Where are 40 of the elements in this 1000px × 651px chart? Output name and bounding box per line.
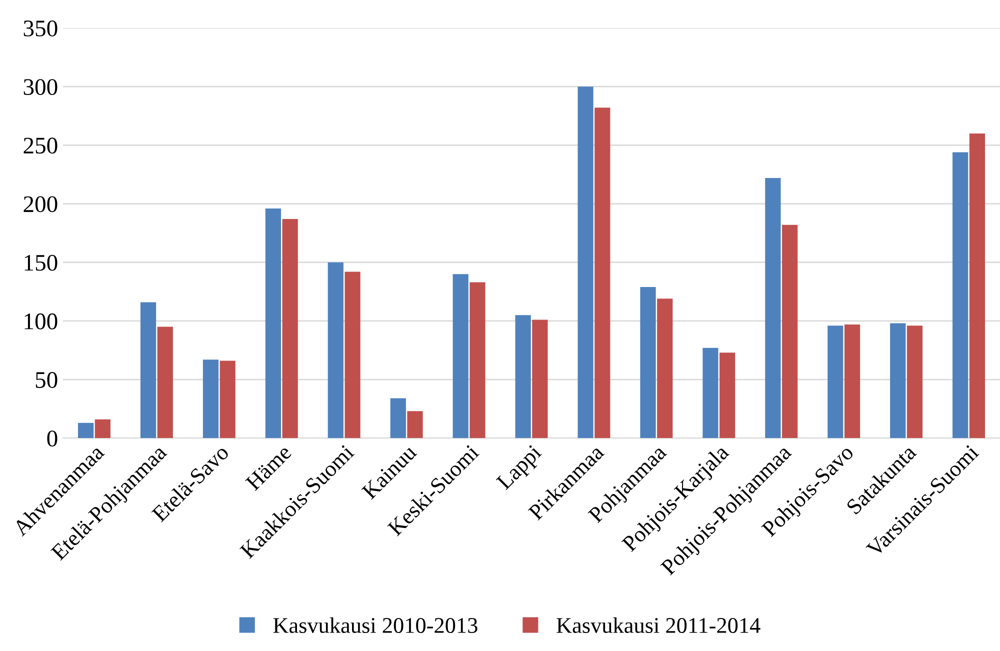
bar <box>906 326 923 438</box>
bar <box>890 323 906 438</box>
y-tick-label: 200 <box>24 196 58 212</box>
bar <box>344 272 360 438</box>
y-tick-label: 100 <box>24 313 58 330</box>
bar <box>282 218 298 438</box>
bar <box>452 274 468 438</box>
bar <box>594 108 610 438</box>
bar <box>140 302 156 438</box>
bar <box>407 411 423 438</box>
y-tick-label: 0 <box>47 430 58 447</box>
bar <box>265 208 282 438</box>
bar <box>220 360 236 438</box>
bar <box>78 422 94 438</box>
bar <box>952 152 968 438</box>
bar <box>532 320 548 438</box>
bar <box>515 315 531 438</box>
bar <box>720 352 736 438</box>
y-tick-label: 350 <box>24 20 58 36</box>
y-tick-label: 50 <box>36 372 58 388</box>
bar <box>782 224 798 438</box>
bar <box>390 398 406 438</box>
bar <box>578 86 594 438</box>
bar <box>640 286 656 438</box>
bar <box>328 262 344 438</box>
bar <box>969 133 986 438</box>
y-tick-label: 300 <box>24 79 58 96</box>
bar <box>470 282 486 438</box>
bar <box>765 178 781 438</box>
bar <box>202 360 219 438</box>
y-tick-label: 150 <box>24 254 58 271</box>
bar <box>657 298 673 438</box>
bar <box>844 324 860 438</box>
bar <box>828 326 844 438</box>
bar <box>94 419 110 438</box>
y-tick-label: 250 <box>24 138 58 154</box>
bar <box>702 348 718 438</box>
legend-label: Kasvukausi 2011-2014 <box>556 617 760 633</box>
bar <box>157 326 173 438</box>
legend-label: Kasvukausi 2010-2013 <box>273 617 478 633</box>
